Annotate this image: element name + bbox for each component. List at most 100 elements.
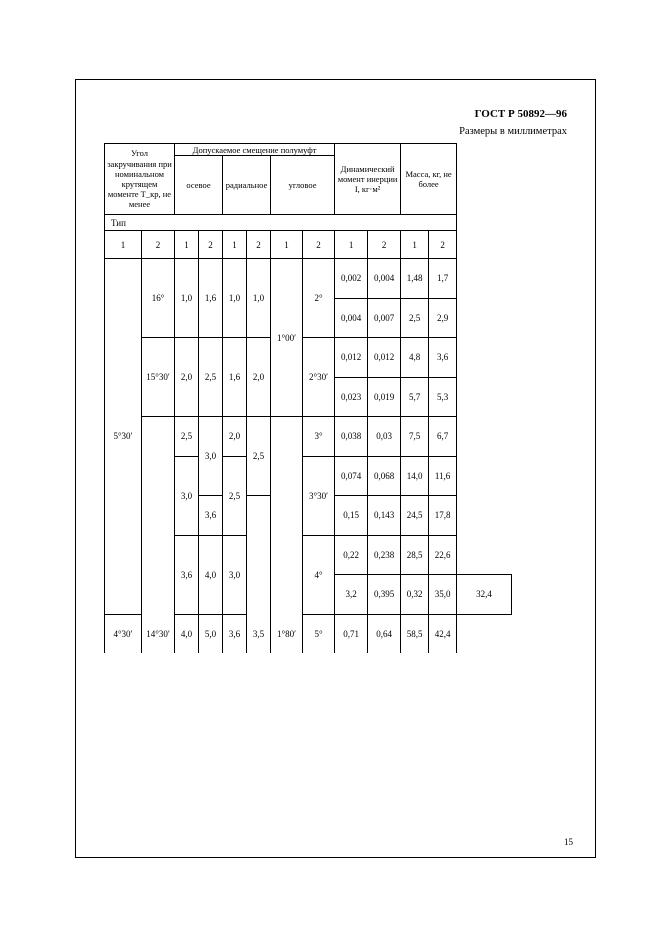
cell: 32,4 — [457, 575, 512, 615]
coln: 2 — [142, 231, 175, 259]
cell: 5,3 — [429, 377, 457, 417]
table-row: 15°30′ 2,0 2,5 1,6 2,0 2°30′ 0,012 0,012… — [105, 338, 512, 378]
coln: 2 — [199, 231, 223, 259]
cell: 0,238 — [368, 535, 401, 575]
cell: 0,22 — [335, 535, 368, 575]
cell: 1°80′ — [271, 614, 303, 653]
hdr-twist: Угол закручивания при номинальном крутящ… — [105, 144, 175, 215]
cell: 0,012 — [335, 338, 368, 378]
hdr-displacement: Допускаемое смещение полумуфт — [175, 144, 335, 156]
coln: 1 — [105, 231, 142, 259]
cell: 0,074 — [335, 456, 368, 496]
cell: 0,023 — [335, 377, 368, 417]
cell: 4,8 — [401, 338, 429, 378]
cell: 3,2 — [335, 575, 368, 615]
table-row: 5°30′ 16° 1,0 1,6 1,0 1,0 1°00′ 2° 0,002… — [105, 259, 512, 299]
cell: 14°30′ — [142, 614, 175, 653]
coln: 1 — [175, 231, 199, 259]
cell: 3°30′ — [303, 456, 335, 535]
coln: 1 — [401, 231, 429, 259]
cell: 2,5 — [223, 456, 247, 535]
cell: 0,03 — [368, 417, 401, 457]
coln: 2 — [303, 231, 335, 259]
cell: 1,7 — [429, 259, 457, 299]
cell — [271, 417, 303, 615]
cell: 6,7 — [429, 417, 457, 457]
cell: 4° — [303, 535, 335, 614]
cell: 3,0 — [223, 535, 247, 614]
cell: 0,068 — [368, 456, 401, 496]
cell: 4°30′ — [105, 614, 142, 653]
col-num-row: 1 2 1 2 1 2 1 2 1 2 1 2 — [105, 231, 512, 259]
cell: 2,0 — [223, 417, 247, 457]
page-frame: ГОСТ Р 50892—96 Размеры в миллиметрах Уг… — [75, 79, 596, 858]
hdr-inertia: Динамический момент инерции I, кг·м² — [335, 144, 401, 215]
cell: 0,019 — [368, 377, 401, 417]
cell: 0,007 — [368, 298, 401, 338]
cell: 35,0 — [429, 575, 457, 615]
cell: 42,4 — [429, 614, 457, 653]
cell: 5,0 — [199, 614, 223, 653]
page-number: 15 — [564, 837, 573, 847]
cell: 0,395 — [368, 575, 401, 615]
cell — [247, 496, 271, 615]
cell: 0,64 — [368, 614, 401, 653]
type-row: Тип — [105, 215, 512, 231]
coln: 1 — [223, 231, 247, 259]
hdr-mass: Масса, кг, не более — [401, 144, 457, 215]
cell: 2,0 — [175, 338, 199, 417]
cell — [142, 417, 175, 615]
cell: 3,6 — [429, 338, 457, 378]
coln: 1 — [271, 231, 303, 259]
cell: 2,0 — [247, 338, 271, 417]
header-row-1: Угол закручивания при номинальном крутящ… — [105, 144, 512, 156]
data-table: Угол закручивания при номинальном крутящ… — [104, 143, 512, 653]
cell: 3,0 — [175, 456, 199, 535]
document-number: ГОСТ Р 50892—96 — [98, 108, 567, 120]
cell: 58,5 — [401, 614, 429, 653]
coln: 2 — [247, 231, 271, 259]
cell: 1,0 — [175, 259, 199, 338]
table-row: 2,5 3,0 2,0 2,5 3° 0,038 0,03 7,5 6,7 — [105, 417, 512, 457]
cell: 1,6 — [199, 259, 223, 338]
cell: 0,002 — [335, 259, 368, 299]
cell: 2°30′ — [303, 338, 335, 417]
cell: 4,0 — [175, 614, 199, 653]
hdr-radial: радиальное — [223, 156, 271, 215]
cell: 3,6 — [223, 614, 247, 653]
cell: 3,0 — [199, 417, 223, 496]
cell: 1°00′ — [271, 259, 303, 417]
cell: 1,48 — [401, 259, 429, 299]
cell: 0,15 — [335, 496, 368, 536]
cell: 28,5 — [401, 535, 429, 575]
cell: 3,5 — [247, 614, 271, 653]
cell: 0,71 — [335, 614, 368, 653]
cell: 1,6 — [223, 338, 247, 417]
cell: 3,6 — [199, 496, 223, 536]
cell: 5° — [303, 614, 335, 653]
cell: 17,8 — [429, 496, 457, 536]
cell: 5,7 — [401, 377, 429, 417]
cell: 2,5 — [175, 417, 199, 457]
table-row: 4°30′ 14°30′ 4,0 5,0 3,6 3,5 1°80′ 5° 0,… — [105, 614, 512, 653]
coln: 2 — [429, 231, 457, 259]
coln: 1 — [335, 231, 368, 259]
cell: 11,6 — [429, 456, 457, 496]
cell: 22,6 — [429, 535, 457, 575]
cell: 0,012 — [368, 338, 401, 378]
cell: 14,0 — [401, 456, 429, 496]
cell: 1,0 — [223, 259, 247, 338]
cell: 2,5 — [247, 417, 271, 496]
cell: 1,0 — [247, 259, 271, 338]
cell: 16° — [142, 259, 175, 338]
cell: 7,5 — [401, 417, 429, 457]
units-label: Размеры в миллиметрах — [98, 126, 567, 137]
cell: 0,32 — [401, 575, 429, 615]
cell: 0,038 — [335, 417, 368, 457]
cell: 5°30′ — [105, 259, 142, 615]
type-label: Тип — [105, 215, 457, 231]
cell: 2,9 — [429, 298, 457, 338]
hdr-angular: угловое — [271, 156, 335, 215]
cell: 15°30′ — [142, 338, 175, 417]
cell: 3° — [303, 417, 335, 457]
